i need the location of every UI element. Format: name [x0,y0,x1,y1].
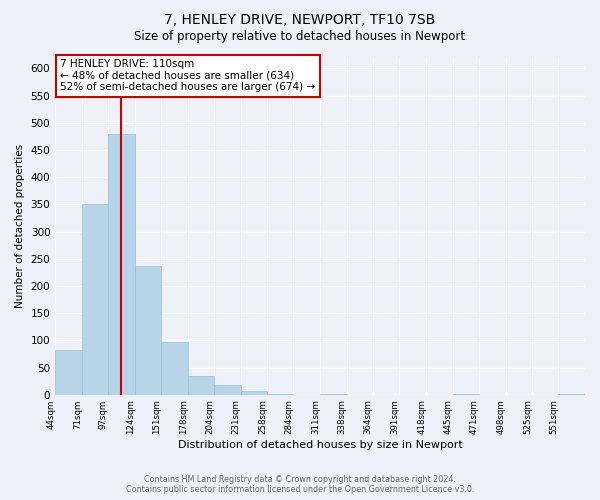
X-axis label: Distribution of detached houses by size in Newport: Distribution of detached houses by size … [178,440,463,450]
Text: 7 HENLEY DRIVE: 110sqm
← 48% of detached houses are smaller (634)
52% of semi-de: 7 HENLEY DRIVE: 110sqm ← 48% of detached… [61,59,316,92]
Bar [161,342,188,394]
Y-axis label: Number of detached properties: Number of detached properties [15,144,25,308]
Text: Contains HM Land Registry data © Crown copyright and database right 2024.
Contai: Contains HM Land Registry data © Crown c… [126,474,474,494]
Text: Size of property relative to detached houses in Newport: Size of property relative to detached ho… [134,30,466,43]
Bar [241,391,268,394]
Bar [134,266,161,394]
Text: 7, HENLEY DRIVE, NEWPORT, TF10 7SB: 7, HENLEY DRIVE, NEWPORT, TF10 7SB [164,12,436,26]
Bar [108,134,134,394]
Bar [82,204,108,394]
Bar [214,385,241,394]
Bar [188,376,214,394]
Bar [55,350,82,395]
